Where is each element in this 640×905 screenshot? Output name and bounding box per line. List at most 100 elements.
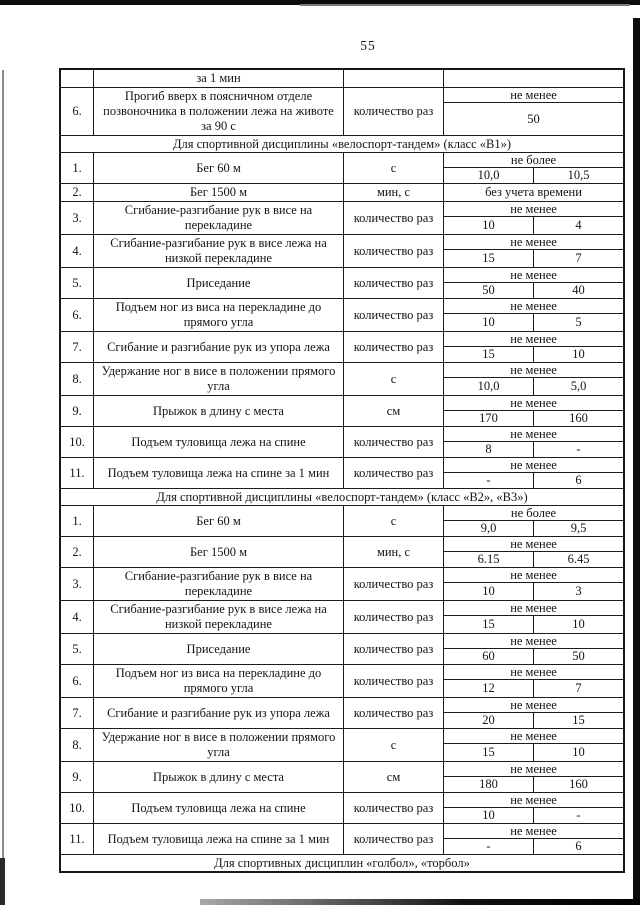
unit-label: количество раз xyxy=(344,299,444,331)
row-number: 3. xyxy=(61,568,94,600)
exercise-name: Подъем ног из виса на перекладине до пря… xyxy=(94,299,344,331)
value-row: 15 10 xyxy=(444,347,623,362)
value-cell: 12 xyxy=(482,681,495,695)
limit-label: не менее xyxy=(444,601,623,616)
section-header: Для спортивной дисциплины «велоспорт-тан… xyxy=(173,136,511,151)
norm-values: не менее 170 160 xyxy=(444,396,623,426)
table-row: 11. Подъем туловища лежа на спине за 1 ми… xyxy=(61,457,623,488)
norm-values: не менее 8- xyxy=(444,427,623,457)
table-row: 3. Сгибание-разгибание рук в висе на пере… xyxy=(61,201,623,234)
row-number: 11. xyxy=(61,458,94,488)
norm-values: не менее 180 160 xyxy=(444,762,623,792)
unit-label: количество раз xyxy=(344,601,444,633)
value-cell: 10 xyxy=(482,584,495,598)
table-row: 1. Бег 60 м с не более 9,0 9,5 xyxy=(61,505,623,536)
value-cell: 10 xyxy=(482,218,495,232)
exercise-name: Прыжок в длину с места xyxy=(94,396,344,426)
unit-label: количество раз xyxy=(344,634,444,664)
row-number: 9. xyxy=(61,396,94,426)
exercise-name: Бег 1500 м xyxy=(94,537,344,567)
section-header-row: Для спортивной дисциплины «велоспорт-тан… xyxy=(61,488,623,505)
exercise-name: Бег 60 м xyxy=(94,506,344,536)
value-cell: 9,0 xyxy=(480,521,497,535)
row-number: 7. xyxy=(61,332,94,362)
unit-label: количество раз xyxy=(344,793,444,823)
table-row: 9. Прыжок в длину с места см не менее 170 160 xyxy=(61,395,623,426)
unit-label: количество раз xyxy=(344,235,444,267)
scan-edge-top xyxy=(0,0,640,5)
unit-label: количество раз xyxy=(344,458,444,488)
value-row: 6.15 6.45 xyxy=(444,552,623,567)
norm-values: не менее 50 40 xyxy=(444,268,623,298)
exercise-name: Удержание ног в висе в положении прямого… xyxy=(94,729,344,761)
value-row: 10,0 10,5 xyxy=(444,168,623,183)
limit-label: не менее xyxy=(444,634,623,649)
exercise-name: за 1 мин xyxy=(94,70,344,87)
limit-label: не более xyxy=(444,506,623,521)
row-number: 4. xyxy=(61,601,94,633)
table-row: 6. Подъем ног из виса на перекладине до п… xyxy=(61,664,623,697)
limit-label: не менее xyxy=(444,665,623,680)
scan-edge-right xyxy=(633,18,640,902)
exercise-name: Подъем ног из виса на перекладине до пря… xyxy=(94,665,344,697)
table-row: 4. Сгибание-разгибание рук в висе лежа на… xyxy=(61,234,623,267)
value-row: 180 160 xyxy=(444,777,623,792)
norm-values: не менее -6 xyxy=(444,824,623,854)
section-header: Для спортивных дисциплин «голбол», «торб… xyxy=(214,855,470,870)
unit-label: количество раз xyxy=(344,427,444,457)
norm-values: не более 10,0 10,5 xyxy=(444,153,623,183)
row-number: 6. xyxy=(61,88,94,135)
exercise-name: Сгибание-разгибание рук в висе лежа на н… xyxy=(94,601,344,633)
exercise-name: Приседание xyxy=(94,268,344,298)
row-number: 8. xyxy=(61,729,94,761)
row-number: 5. xyxy=(61,268,94,298)
value-cell: 10 xyxy=(533,616,623,633)
table-row: 11. Подъем туловища лежа на спине за 1 ми… xyxy=(61,823,623,854)
norm-values: не менее 15 10 xyxy=(444,332,623,362)
norms-table: за 1 мин 6. Прогиб вверх в поясничном отде… xyxy=(59,68,625,873)
exercise-name: Приседание xyxy=(94,634,344,664)
value-row: 60 50 xyxy=(444,649,623,664)
value-row: 50 xyxy=(444,103,623,135)
value-cell: 20 xyxy=(482,713,495,727)
unit-label: с xyxy=(344,363,444,395)
value-cell: 3 xyxy=(533,583,623,600)
value-cell: 170 xyxy=(479,411,498,425)
limit-label: не менее xyxy=(444,793,623,808)
exercise-name: Прогиб вверх в поясничном отделе позвоно… xyxy=(94,88,344,135)
table-row: 5. Приседание количество раз не менее 50 40 xyxy=(61,267,623,298)
section-header-row: Для спортивных дисциплин «голбол», «торб… xyxy=(61,854,623,871)
row-number: 9. xyxy=(61,762,94,792)
norm-values: не менее 60 50 xyxy=(444,634,623,664)
row-number: 7. xyxy=(61,698,94,728)
value-row: 170 160 xyxy=(444,411,623,426)
value-cell: 15 xyxy=(533,713,623,728)
value-cell: 9,5 xyxy=(533,521,623,536)
value-row: -6 xyxy=(444,839,623,854)
row-number: 6. xyxy=(61,665,94,697)
table-row: 7. Сгибание и разгибание рук из упора леж… xyxy=(61,697,623,728)
scan-edge-top-shadow xyxy=(300,4,630,6)
unit-label: количество раз xyxy=(344,698,444,728)
row-number: 10. xyxy=(61,427,94,457)
value-row: 20 15 xyxy=(444,713,623,728)
row-number: 2. xyxy=(61,537,94,567)
value-cell: 180 xyxy=(479,777,498,791)
norm-values: не менее 10 4 xyxy=(444,202,623,234)
unit-label: с xyxy=(344,506,444,536)
exercise-name: Сгибание-разгибание рук в висе на перекл… xyxy=(94,202,344,234)
value-cell: 5 xyxy=(533,314,623,331)
row-number: 8. xyxy=(61,363,94,395)
value-cell: - xyxy=(533,442,623,457)
value-row: 12 7 xyxy=(444,680,623,697)
value-row: 10 4 xyxy=(444,217,623,234)
section-header-row: Для спортивной дисциплины «велоспорт-тан… xyxy=(61,135,623,152)
row-number xyxy=(61,70,94,87)
limit-label: не менее xyxy=(444,268,623,283)
unit-label: с xyxy=(344,153,444,183)
unit-label: количество раз xyxy=(344,202,444,234)
limit-label: не менее xyxy=(444,396,623,411)
table-row: 4. Сгибание-разгибание рук в висе лежа на… xyxy=(61,600,623,633)
unit-label: количество раз xyxy=(344,824,444,854)
value-cell: - xyxy=(486,473,491,487)
